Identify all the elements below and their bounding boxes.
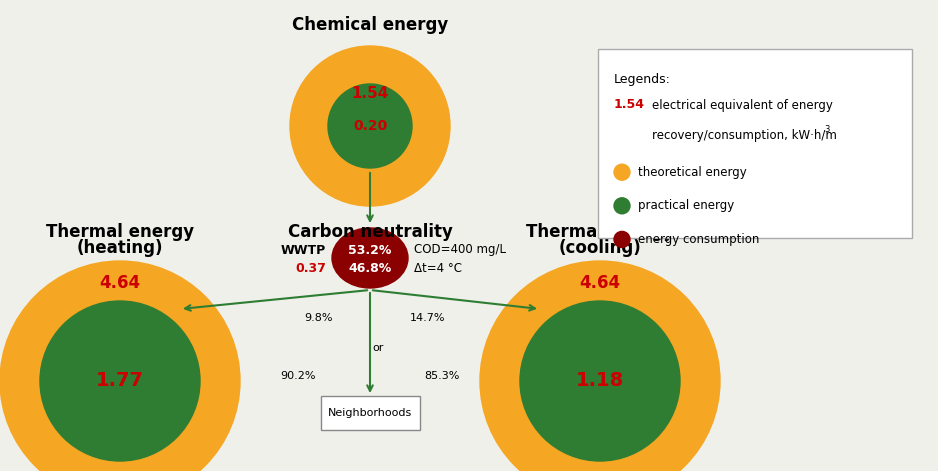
Text: 1.54: 1.54	[352, 87, 388, 101]
Ellipse shape	[332, 228, 408, 288]
Text: 1.77: 1.77	[96, 372, 144, 390]
Text: practical energy: practical energy	[638, 199, 734, 212]
Text: COD=400 mg/L: COD=400 mg/L	[414, 244, 506, 257]
Text: electrical equivalent of energy: electrical equivalent of energy	[652, 98, 833, 112]
Text: Carbon neutrality: Carbon neutrality	[288, 223, 452, 241]
Circle shape	[328, 84, 412, 168]
Text: WWTP: WWTP	[280, 244, 326, 257]
Text: 90.2%: 90.2%	[280, 371, 316, 381]
Text: Thermal energy: Thermal energy	[46, 223, 194, 241]
Text: 1.18: 1.18	[576, 372, 624, 390]
Circle shape	[480, 261, 720, 471]
Circle shape	[614, 231, 630, 247]
Text: 0.20: 0.20	[353, 119, 387, 133]
Text: Neighborhoods: Neighborhoods	[328, 408, 412, 418]
Text: 1.54: 1.54	[614, 98, 645, 112]
Text: (heating): (heating)	[77, 239, 163, 257]
Text: 46.8%: 46.8%	[348, 261, 392, 275]
FancyBboxPatch shape	[598, 49, 912, 238]
Circle shape	[290, 46, 450, 206]
Text: Chemical energy: Chemical energy	[292, 16, 448, 34]
Text: 53.2%: 53.2%	[348, 244, 392, 257]
Text: 14.7%: 14.7%	[410, 313, 446, 323]
Text: 4.64: 4.64	[580, 274, 621, 292]
Text: energy consumption: energy consumption	[638, 233, 760, 246]
FancyBboxPatch shape	[321, 396, 419, 430]
Text: or: or	[372, 343, 384, 353]
Text: 85.3%: 85.3%	[424, 371, 460, 381]
Circle shape	[0, 261, 240, 471]
Circle shape	[614, 198, 630, 214]
Text: (cooling): (cooling)	[559, 239, 642, 257]
Circle shape	[40, 301, 200, 461]
Text: recovery/consumption, kW·h/m: recovery/consumption, kW·h/m	[652, 129, 837, 142]
Circle shape	[614, 164, 630, 180]
Text: Legends:: Legends:	[614, 73, 671, 86]
Circle shape	[520, 301, 680, 461]
Text: Δt=4 °C: Δt=4 °C	[414, 261, 462, 275]
Text: 4.64: 4.64	[99, 274, 141, 292]
Text: 0.37: 0.37	[295, 261, 326, 275]
Text: Thermal energy: Thermal energy	[526, 223, 674, 241]
Text: 9.8%: 9.8%	[304, 313, 332, 323]
Text: theoretical energy: theoretical energy	[638, 166, 747, 179]
Text: 3: 3	[824, 124, 829, 133]
